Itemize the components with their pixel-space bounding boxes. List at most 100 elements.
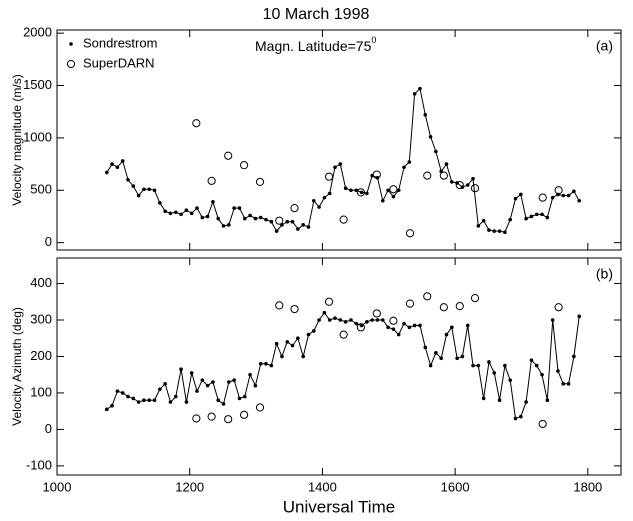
data-point [248, 372, 252, 377]
data-point [301, 354, 305, 359]
data-point [211, 200, 215, 204]
x-tick-label: 1600 [441, 479, 470, 494]
data-point [545, 398, 550, 403]
data-point [503, 363, 507, 368]
data-point [242, 394, 247, 399]
data-point [396, 332, 401, 337]
data-point [207, 412, 216, 421]
data-point [561, 193, 566, 198]
data-point [274, 229, 279, 233]
data-point [173, 394, 178, 399]
y-tick-label: 100 [30, 384, 52, 399]
data-point [386, 188, 390, 193]
data-point [147, 398, 152, 403]
annotation: Magn. Latitude=750 [255, 35, 376, 53]
data-point [391, 327, 396, 331]
data-point [338, 162, 343, 166]
data-point [556, 369, 560, 373]
data-point [158, 201, 162, 205]
data-point [317, 318, 321, 322]
data-point [248, 213, 252, 218]
data-point [232, 378, 236, 382]
data-point [524, 216, 528, 221]
data-point [508, 217, 512, 222]
data-point [444, 162, 449, 166]
data-point [142, 187, 146, 192]
data-point [306, 332, 311, 337]
data-point [131, 184, 136, 188]
data-point [195, 389, 199, 393]
data-point [450, 180, 454, 184]
data-point [333, 316, 337, 320]
y-tick-label: 1000 [23, 129, 52, 144]
data-point [200, 378, 205, 382]
data-point [550, 195, 555, 200]
data-point [497, 229, 502, 233]
panel-label: (b) [596, 266, 613, 282]
data-point [577, 198, 581, 203]
data-point [189, 211, 194, 216]
data-point [311, 329, 316, 333]
data-point [356, 323, 365, 332]
y-tick-label: 300 [30, 311, 52, 326]
data-point [269, 363, 274, 368]
data-point [168, 211, 173, 216]
data-point [540, 212, 544, 217]
data-point [402, 321, 406, 326]
y-axis-label: Velocity magnitude (m/s) [10, 74, 24, 205]
data-point [221, 224, 226, 228]
y-tick-label: 0 [45, 234, 52, 249]
data-point [327, 191, 332, 196]
data-point [476, 363, 481, 368]
data-point [534, 212, 539, 217]
data-point [349, 318, 353, 322]
data-point [356, 188, 365, 197]
data-point [519, 192, 523, 197]
data-point [152, 398, 157, 403]
data-point [189, 371, 194, 375]
data-point [405, 229, 415, 238]
data-point [290, 343, 295, 348]
data-point [513, 416, 518, 421]
data-point [444, 332, 449, 337]
data-point [240, 410, 249, 419]
data-point [126, 178, 130, 182]
data-point [372, 170, 381, 179]
data-point [455, 356, 459, 361]
data-point [115, 389, 120, 393]
data-point [227, 380, 231, 384]
data-point [389, 316, 398, 325]
data-point [418, 86, 422, 91]
data-point [275, 216, 284, 225]
data-point [195, 206, 199, 210]
data-point [131, 396, 136, 401]
data-point [572, 189, 576, 194]
data-point [577, 314, 581, 319]
data-point [322, 310, 327, 315]
data-point [380, 198, 385, 203]
data-point [237, 396, 242, 401]
data-point [396, 188, 401, 193]
data-point [232, 206, 236, 210]
data-point [423, 171, 432, 180]
series-line [106, 87, 580, 233]
data-point [301, 223, 305, 227]
data-point [359, 323, 364, 328]
y-tick-label: 2000 [23, 25, 52, 40]
data-point [136, 193, 141, 198]
plot-frame [56, 29, 622, 251]
data-point [554, 303, 563, 312]
data-point [216, 398, 221, 403]
data-point [163, 209, 167, 214]
data-point [349, 188, 353, 193]
data-point [339, 330, 348, 339]
data-point [211, 380, 215, 384]
data-point [492, 229, 497, 233]
data-point [545, 215, 550, 220]
data-point [407, 160, 412, 164]
data-point [158, 387, 162, 392]
data-point [428, 363, 433, 368]
data-point [566, 193, 571, 198]
data-point [365, 320, 369, 324]
